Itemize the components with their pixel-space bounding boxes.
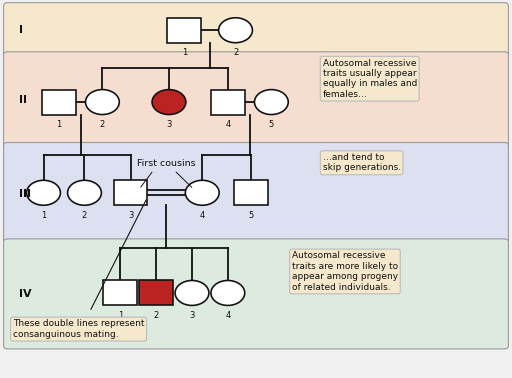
Circle shape: [86, 90, 119, 115]
Text: 3: 3: [128, 211, 133, 220]
Text: These double lines represent
consanguinous mating.: These double lines represent consanguino…: [13, 319, 144, 339]
Text: III: III: [19, 189, 31, 199]
Text: 1: 1: [41, 211, 46, 220]
Text: Autosomal recessive
traits usually appear
equally in males and
females…: Autosomal recessive traits usually appea…: [323, 59, 417, 99]
Circle shape: [27, 180, 60, 205]
FancyBboxPatch shape: [4, 3, 508, 58]
Bar: [234, 180, 268, 205]
Text: 3: 3: [189, 311, 195, 320]
FancyBboxPatch shape: [4, 143, 508, 245]
Text: 5: 5: [269, 120, 274, 129]
Text: 2: 2: [233, 48, 238, 57]
FancyBboxPatch shape: [4, 52, 508, 149]
Text: 1: 1: [118, 311, 123, 320]
Text: 2: 2: [100, 120, 105, 129]
Text: 1: 1: [182, 48, 187, 57]
Circle shape: [211, 280, 245, 305]
FancyBboxPatch shape: [4, 239, 508, 349]
Text: 4: 4: [225, 311, 230, 320]
Circle shape: [219, 18, 252, 43]
Text: 3: 3: [166, 120, 172, 129]
Bar: [114, 180, 147, 205]
Text: 5: 5: [248, 211, 253, 220]
Circle shape: [68, 180, 101, 205]
Text: IV: IV: [19, 289, 32, 299]
Bar: [103, 280, 137, 305]
Circle shape: [152, 90, 186, 115]
Bar: [167, 18, 201, 43]
Bar: [211, 90, 245, 115]
Text: 4: 4: [200, 211, 205, 220]
Bar: [139, 280, 173, 305]
Circle shape: [175, 280, 209, 305]
Circle shape: [254, 90, 288, 115]
Text: 2: 2: [82, 211, 87, 220]
Text: 2: 2: [154, 311, 159, 320]
Text: 4: 4: [225, 120, 230, 129]
Text: II: II: [19, 95, 28, 105]
Text: 1: 1: [56, 120, 61, 129]
Circle shape: [185, 180, 219, 205]
Bar: [42, 90, 76, 115]
Text: …and tend to
skip generations.: …and tend to skip generations.: [323, 153, 401, 172]
Text: Autosomal recessive
traits are more likely to
appear among progeny
of related in: Autosomal recessive traits are more like…: [292, 251, 398, 291]
Text: First cousins: First cousins: [137, 159, 196, 168]
Text: I: I: [19, 25, 24, 35]
